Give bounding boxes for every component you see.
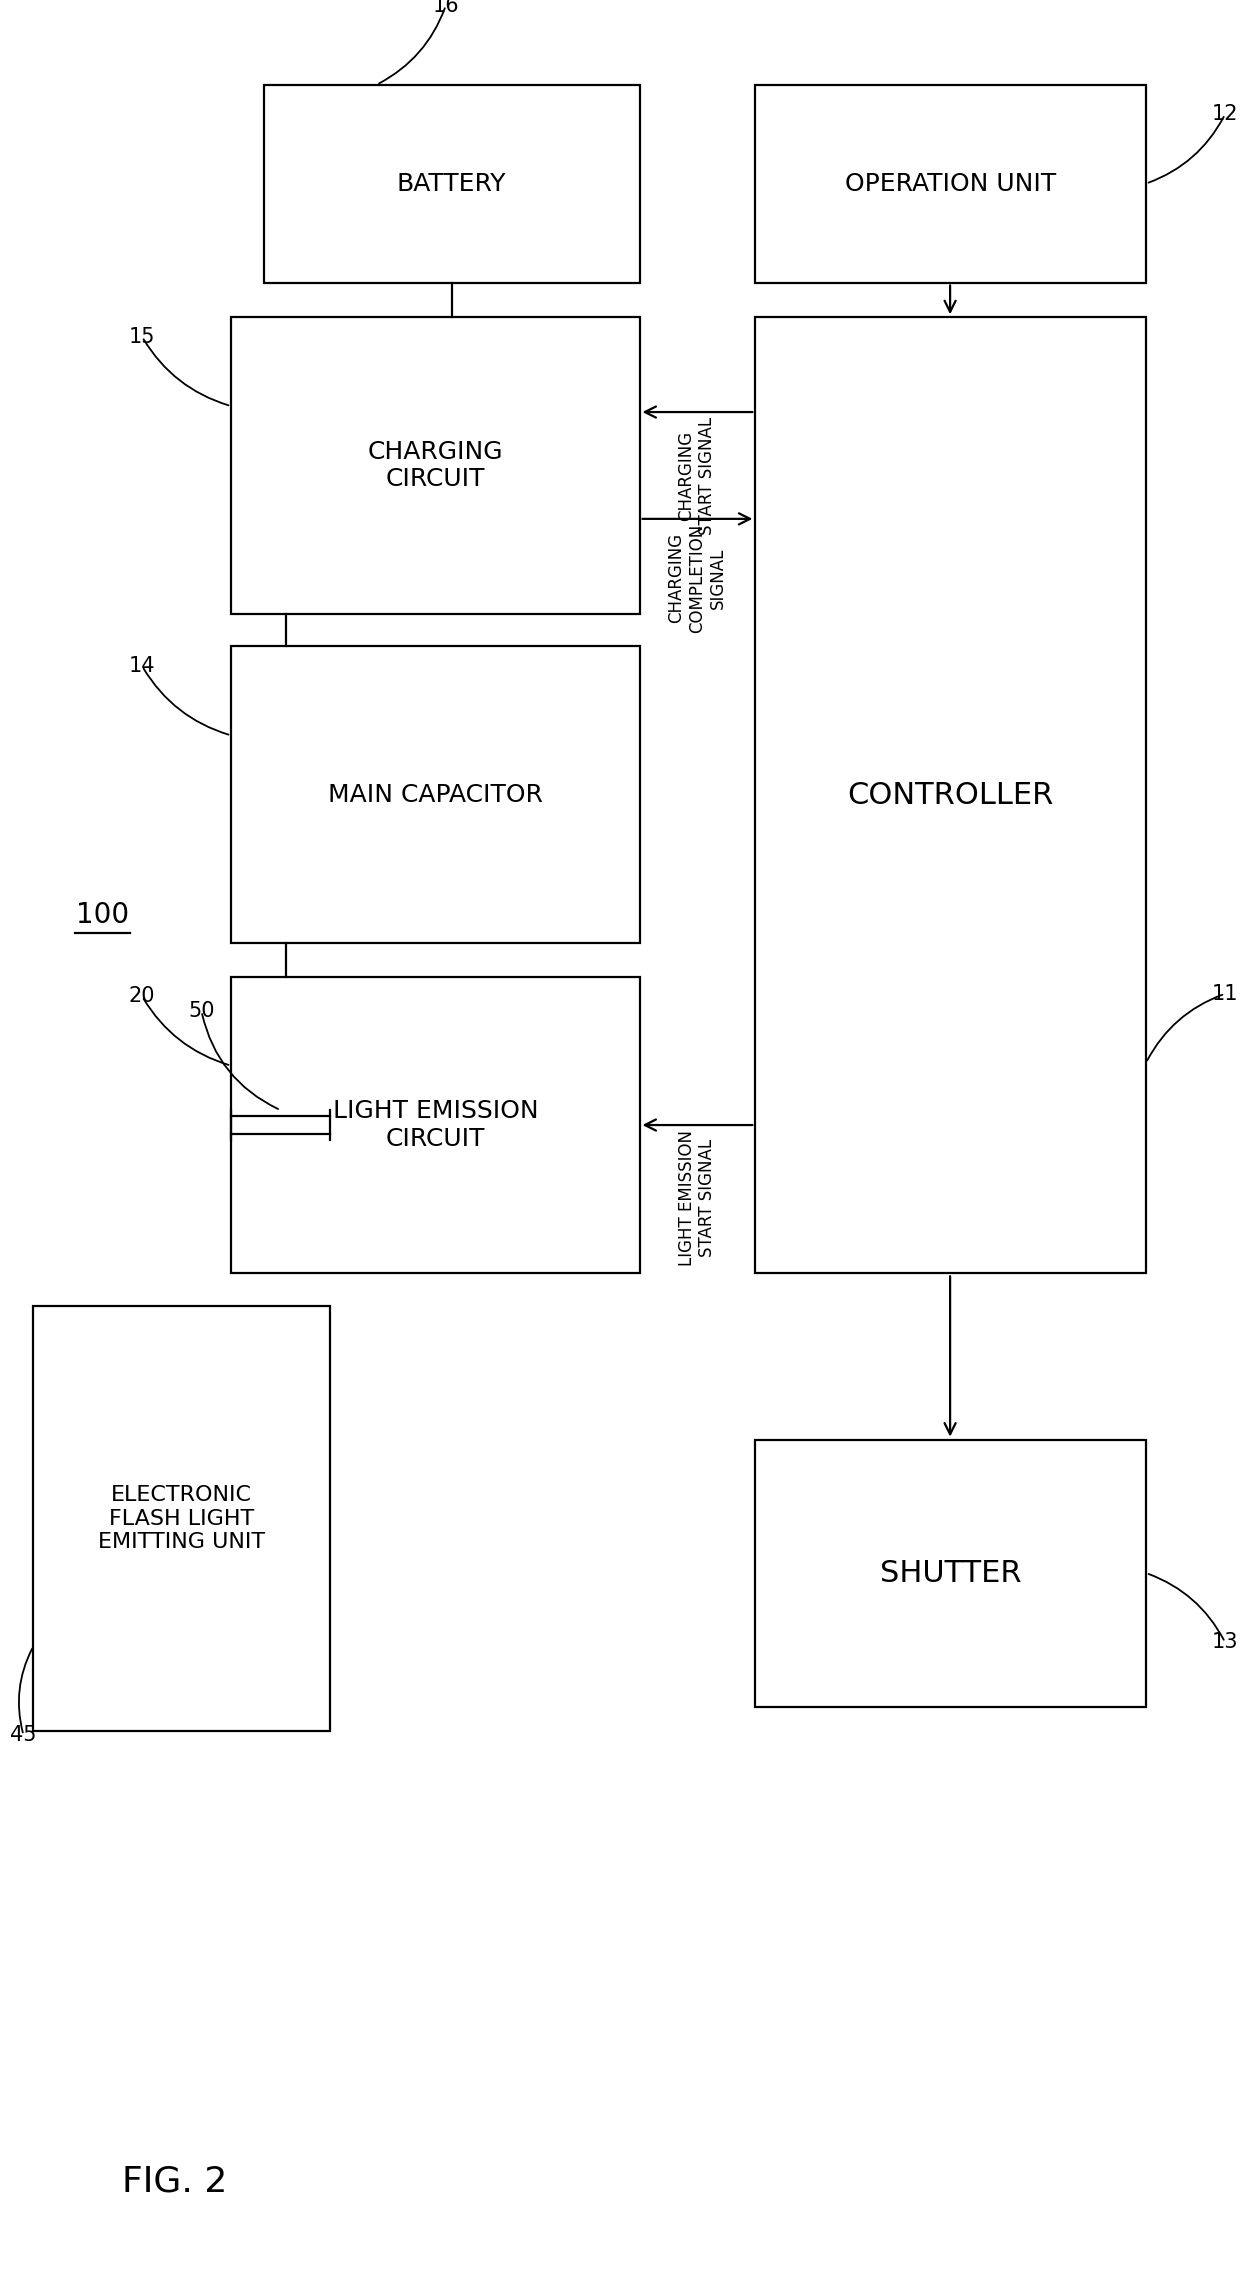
Bar [231,318,640,615]
Text: CONTROLLER: CONTROLLER [847,781,1054,809]
Bar [755,318,1146,1273]
Text: CHARGING
COMPLETION
SIGNAL: CHARGING COMPLETION SIGNAL [667,523,727,633]
Text: 15: 15 [129,327,155,347]
Text: FIG. 2: FIG. 2 [123,2164,228,2198]
Bar [231,976,640,1273]
Text: MAIN CAPACITOR: MAIN CAPACITOR [327,784,543,807]
Text: SHUTTER: SHUTTER [880,1558,1022,1588]
Text: LIGHT EMISSION
CIRCUIT: LIGHT EMISSION CIRCUIT [332,1099,538,1152]
Text: 16: 16 [433,0,459,16]
Text: OPERATION UNIT: OPERATION UNIT [844,171,1056,197]
Text: 12: 12 [1211,105,1239,123]
Text: 13: 13 [1211,1631,1239,1652]
Text: LIGHT EMISSION
START SIGNAL: LIGHT EMISSION START SIGNAL [677,1131,717,1266]
Text: ELECTRONIC
FLASH LIGHT
EMITTING UNIT: ELECTRONIC FLASH LIGHT EMITTING UNIT [98,1485,265,1552]
Bar [755,85,1146,283]
Text: 45: 45 [10,1725,37,1746]
Bar [264,85,640,283]
Bar [33,1307,330,1732]
Text: 100: 100 [76,900,129,930]
Bar [755,1440,1146,1707]
Text: 20: 20 [129,987,155,1005]
Text: BATTERY: BATTERY [397,171,506,197]
Text: 14: 14 [129,656,155,676]
Text: 50: 50 [188,1001,215,1021]
Bar [231,647,640,944]
Text: 11: 11 [1211,985,1239,1003]
Text: CHARGING
CIRCUIT: CHARGING CIRCUIT [367,439,503,491]
Text: CHARGING
START SIGNAL: CHARGING START SIGNAL [677,416,717,535]
